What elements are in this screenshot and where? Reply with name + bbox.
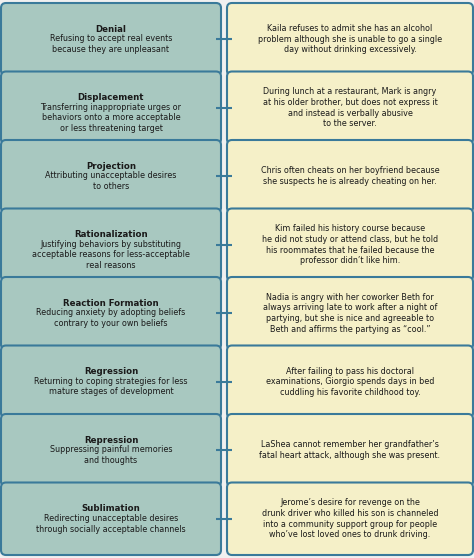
FancyBboxPatch shape: [227, 140, 473, 213]
Text: Sublimation: Sublimation: [82, 504, 140, 513]
Text: Nadia is angry with her coworker Beth for
always arriving late to work after a n: Nadia is angry with her coworker Beth fo…: [263, 292, 437, 334]
Text: Justifying behaviors by substituting
acceptable reasons for less-acceptable
real: Justifying behaviors by substituting acc…: [32, 240, 190, 270]
FancyBboxPatch shape: [1, 277, 221, 349]
Text: Returning to coping strategies for less
mature stages of development: Returning to coping strategies for less …: [34, 377, 188, 397]
FancyBboxPatch shape: [227, 209, 473, 281]
FancyBboxPatch shape: [1, 209, 221, 281]
FancyBboxPatch shape: [227, 414, 473, 487]
Text: Regression: Regression: [84, 367, 138, 376]
Text: Chris often cheats on her boyfriend because
she suspects he is already cheating : Chris often cheats on her boyfriend beca…: [261, 166, 439, 186]
Text: During lunch at a restaurant, Mark is angry
at his older brother, but does not e: During lunch at a restaurant, Mark is an…: [263, 87, 438, 128]
FancyBboxPatch shape: [1, 3, 221, 75]
Text: Kim failed his history course because
he did not study or attend class, but he t: Kim failed his history course because he…: [262, 224, 438, 266]
FancyBboxPatch shape: [1, 483, 221, 555]
Text: Reducing anxiety by adopting beliefs
contrary to your own beliefs: Reducing anxiety by adopting beliefs con…: [36, 308, 186, 328]
Text: Repression: Repression: [84, 436, 138, 445]
FancyBboxPatch shape: [1, 140, 221, 213]
Text: Attributing unacceptable desires
to others: Attributing unacceptable desires to othe…: [46, 171, 177, 191]
Text: After failing to pass his doctoral
examinations, Giorgio spends days in bed
cudd: After failing to pass his doctoral exami…: [266, 367, 434, 397]
Text: Projection: Projection: [86, 162, 136, 171]
FancyBboxPatch shape: [1, 345, 221, 418]
FancyBboxPatch shape: [227, 345, 473, 418]
Text: Suppressing painful memories
and thoughts: Suppressing painful memories and thought…: [50, 445, 172, 465]
Text: Reaction Formation: Reaction Formation: [63, 299, 159, 308]
FancyBboxPatch shape: [227, 3, 473, 75]
Text: LaShea cannot remember her grandfather’s
fatal heart attack, although she was pr: LaShea cannot remember her grandfather’s…: [259, 440, 440, 460]
Text: Denial: Denial: [96, 25, 127, 33]
Text: Transferring inappropriate urges or
behaviors onto a more acceptable
or less thr: Transferring inappropriate urges or beha…: [40, 103, 182, 133]
FancyBboxPatch shape: [227, 277, 473, 349]
FancyBboxPatch shape: [1, 71, 221, 144]
Text: Refusing to accept real events
because they are unpleasant: Refusing to accept real events because t…: [50, 34, 172, 54]
Text: Redirecting unacceptable desires
through socially acceptable channels: Redirecting unacceptable desires through…: [36, 514, 186, 533]
Text: Displacement: Displacement: [78, 93, 144, 102]
FancyBboxPatch shape: [1, 414, 221, 487]
Text: Rationalization: Rationalization: [74, 230, 148, 239]
Text: Jerome’s desire for revenge on the
drunk driver who killed his son is channeled
: Jerome’s desire for revenge on the drunk…: [262, 498, 438, 540]
FancyBboxPatch shape: [227, 483, 473, 555]
Text: Kaila refuses to admit she has an alcohol
problem although she is unable to go a: Kaila refuses to admit she has an alcoho…: [258, 24, 442, 55]
FancyBboxPatch shape: [227, 71, 473, 144]
